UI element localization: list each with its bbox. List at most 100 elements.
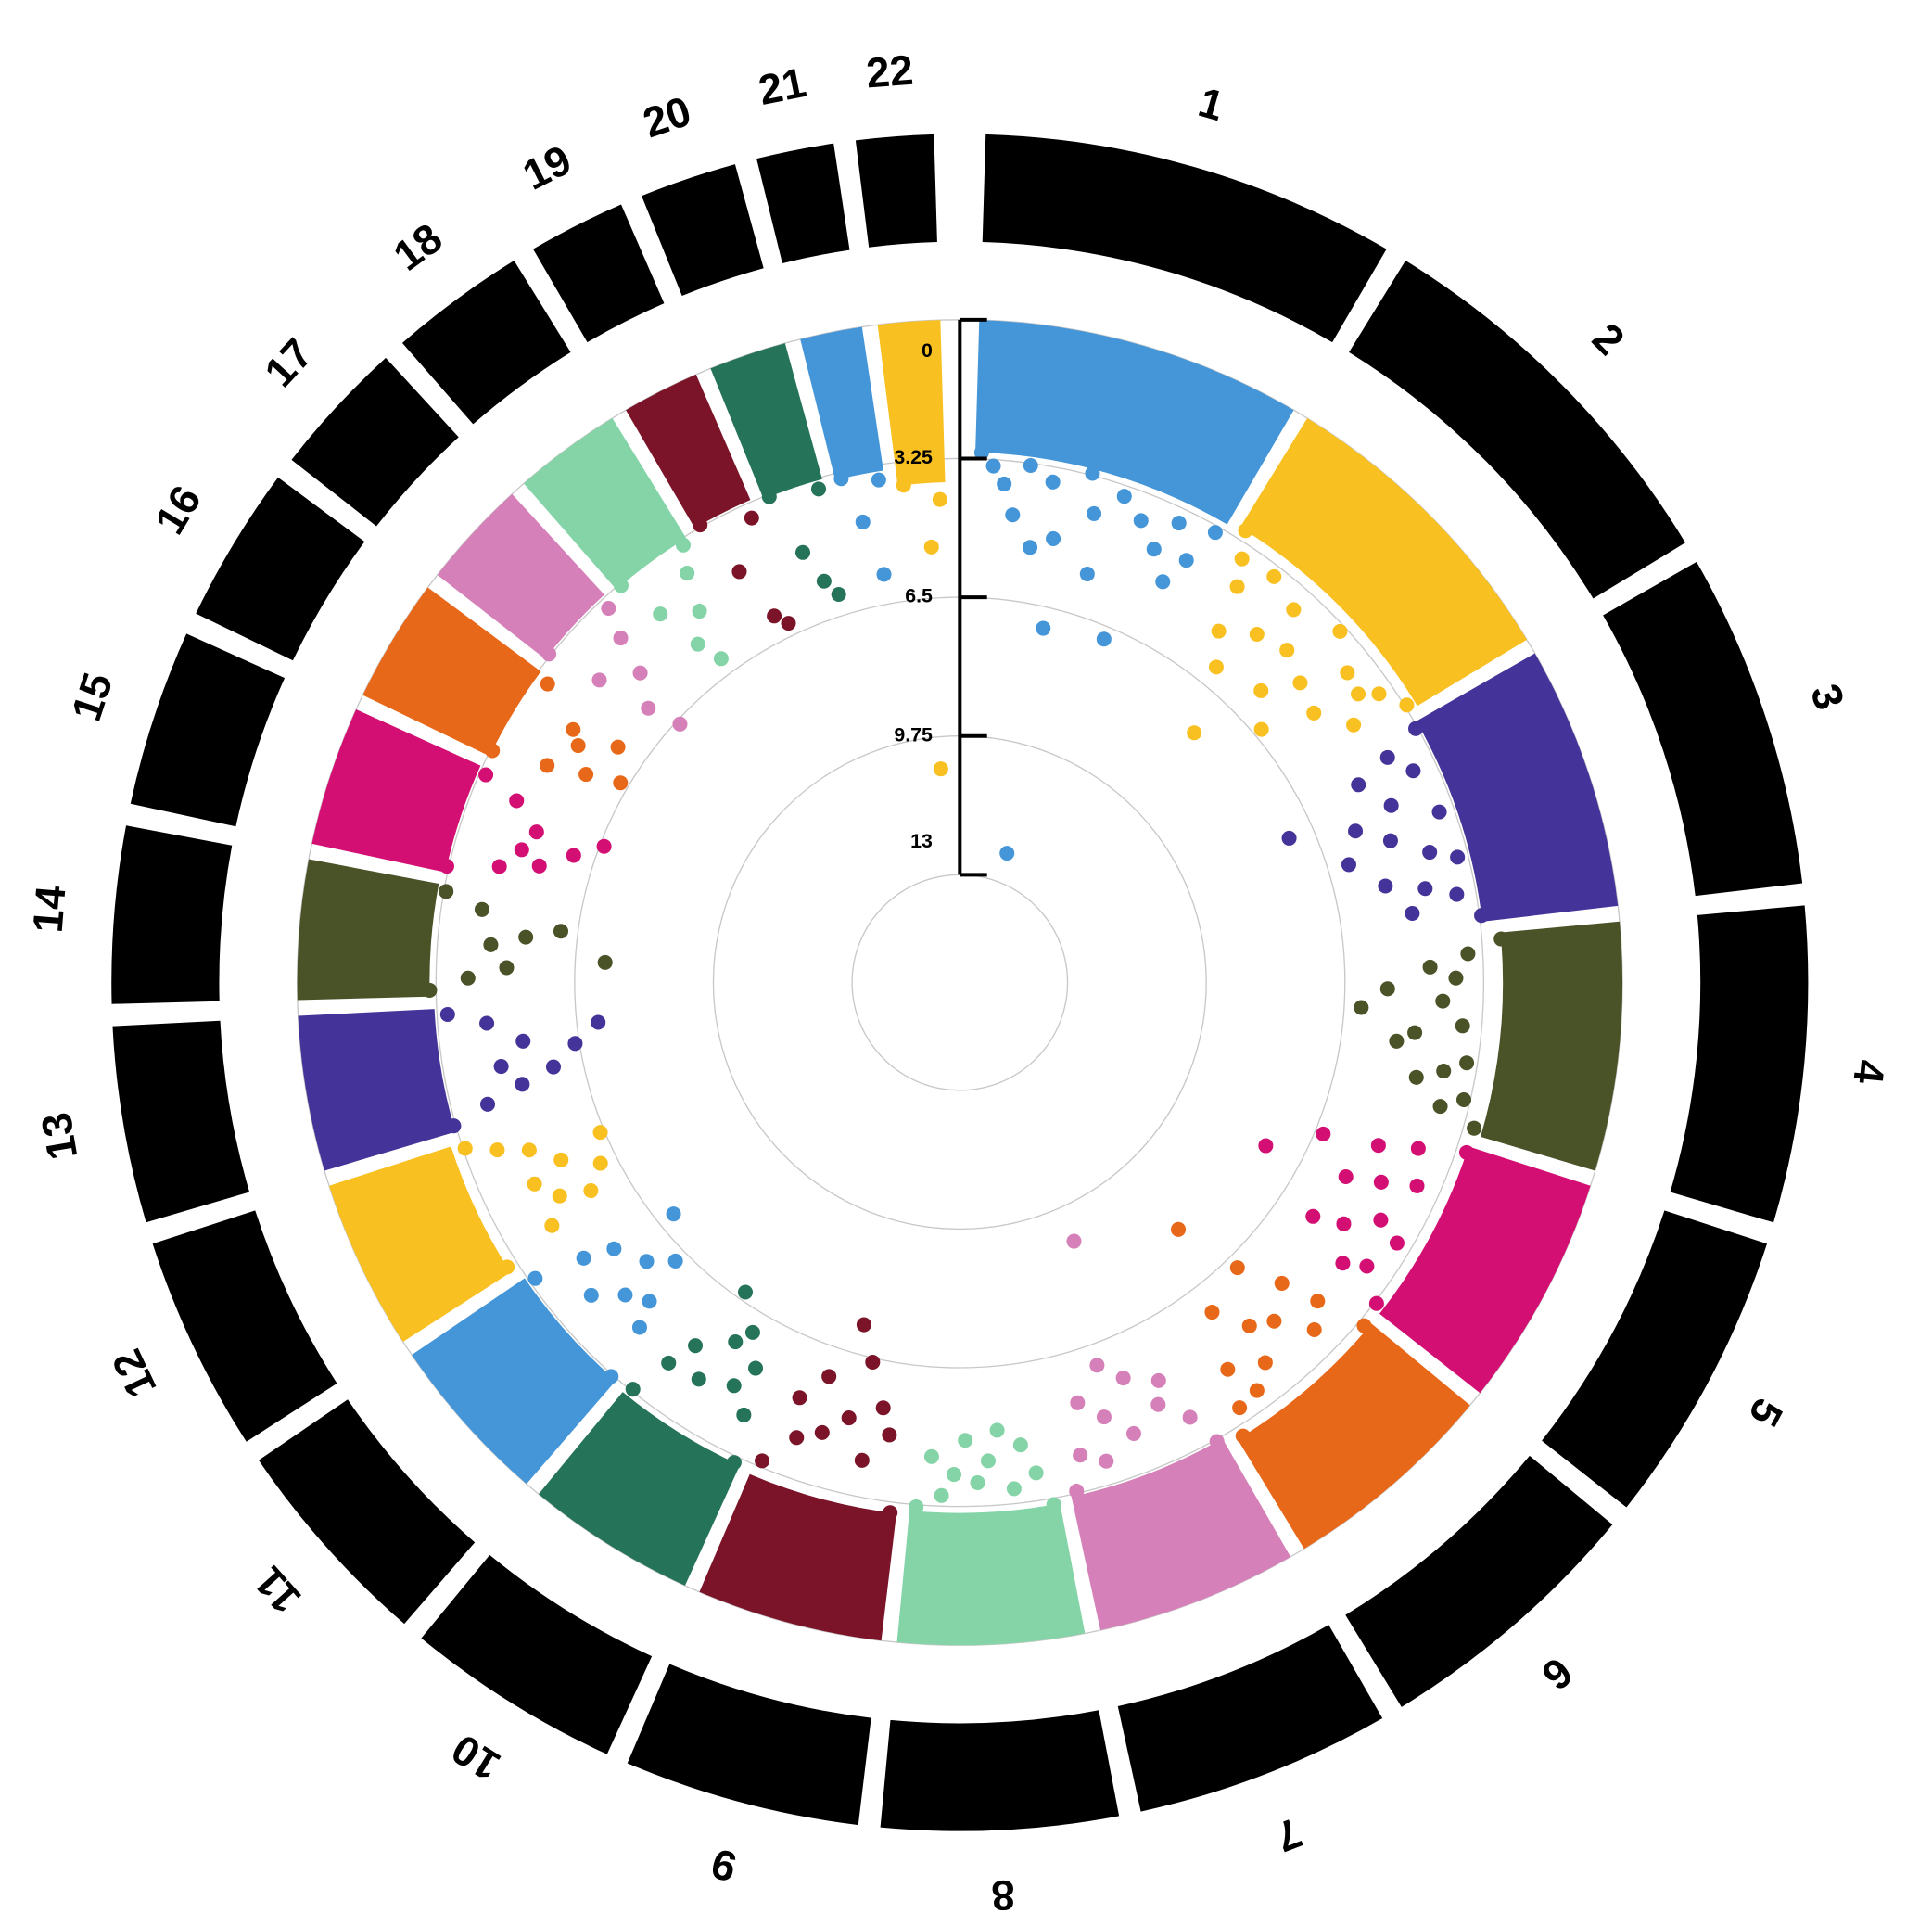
point: [933, 761, 948, 777]
chromosome-label: 16: [146, 478, 210, 542]
point: [690, 636, 705, 652]
chromosome-band: [196, 477, 365, 661]
point: [1389, 1033, 1405, 1049]
point: [1229, 1260, 1245, 1276]
point: [1370, 1138, 1386, 1154]
point: [632, 665, 648, 681]
point: [726, 1378, 742, 1394]
point: [767, 608, 782, 624]
point: [1332, 623, 1348, 639]
point: [761, 489, 777, 504]
point: [613, 578, 629, 593]
point: [1073, 1448, 1088, 1463]
point: [460, 970, 476, 986]
point: [591, 672, 607, 688]
radial-axis: 0 3.25 6.5 9.75 13: [894, 317, 987, 877]
dense-band: [699, 1473, 896, 1641]
dense-band: [362, 587, 541, 757]
point: [1371, 686, 1387, 702]
point: [457, 1141, 473, 1156]
chromosome-band: [1349, 260, 1685, 599]
point: [604, 1369, 619, 1384]
point: [896, 478, 911, 493]
point: [1455, 1018, 1470, 1034]
point: [1348, 823, 1364, 839]
point: [841, 1410, 857, 1426]
chromosome-label: 12: [103, 1343, 166, 1405]
chromosome-band: [152, 1210, 337, 1442]
chromosome-band: [111, 825, 233, 1004]
point: [934, 1487, 949, 1503]
chromosome-label: 6: [1532, 1649, 1581, 1700]
chromosome-band: [401, 260, 571, 425]
chromosome-label: 19: [515, 135, 578, 198]
point: [1089, 1358, 1105, 1373]
dense-band: [1071, 1438, 1291, 1630]
point: [1079, 566, 1095, 582]
y-tick-label: 6.5: [905, 585, 933, 607]
point: [540, 758, 555, 773]
point: [631, 1320, 647, 1335]
point: [958, 1433, 973, 1448]
y-tick-label: 13: [910, 830, 933, 852]
point: [1405, 763, 1421, 779]
point: [1432, 1099, 1448, 1115]
point: [1341, 857, 1356, 873]
chromosome-label: 18: [385, 214, 451, 280]
point: [1178, 553, 1194, 568]
point: [1253, 682, 1269, 698]
point: [1182, 1409, 1198, 1425]
dense-band: [877, 320, 946, 486]
point: [528, 824, 544, 840]
point: [1373, 1212, 1389, 1228]
chromosome-label: 10: [443, 1725, 508, 1790]
point: [980, 1453, 997, 1469]
point: [639, 1254, 655, 1269]
point: [1306, 705, 1322, 721]
point: [794, 544, 811, 560]
point: [737, 1284, 753, 1300]
chromosome-label: 22: [865, 46, 915, 97]
chromosome-band: [130, 633, 286, 827]
dense-band: [298, 1009, 456, 1171]
point: [1207, 525, 1223, 541]
point: [1310, 1294, 1326, 1309]
point: [1346, 717, 1362, 733]
point: [1368, 1295, 1384, 1311]
point: [653, 606, 668, 622]
point: [855, 514, 871, 529]
point: [816, 573, 832, 589]
dense-band: [538, 1392, 741, 1586]
chromosome-band: [112, 1020, 250, 1223]
point: [1208, 659, 1224, 675]
point: [545, 1059, 561, 1075]
point: [726, 1455, 742, 1471]
point: [970, 1474, 985, 1490]
point: [521, 1142, 537, 1158]
point: [882, 1427, 897, 1443]
point: [583, 1183, 599, 1199]
point: [932, 491, 947, 507]
point: [675, 537, 692, 553]
dense-band: [1416, 653, 1619, 922]
point: [1045, 474, 1061, 490]
point: [792, 1390, 807, 1406]
point: [1467, 1120, 1482, 1136]
point: [1305, 1208, 1321, 1224]
point: [541, 646, 557, 662]
point: [1234, 551, 1250, 567]
point: [1383, 797, 1399, 813]
point: [591, 1014, 606, 1030]
chromosome-band: [421, 1554, 653, 1754]
dense-band: [311, 708, 481, 873]
point: [1133, 513, 1149, 529]
chromosome-band: [1117, 1625, 1383, 1812]
point: [1351, 686, 1366, 702]
chromosome-label: 2: [1583, 314, 1633, 364]
point: [1336, 1216, 1352, 1231]
point: [1356, 1318, 1372, 1333]
point: [1422, 845, 1438, 861]
point: [1085, 465, 1100, 481]
point: [909, 1499, 924, 1514]
